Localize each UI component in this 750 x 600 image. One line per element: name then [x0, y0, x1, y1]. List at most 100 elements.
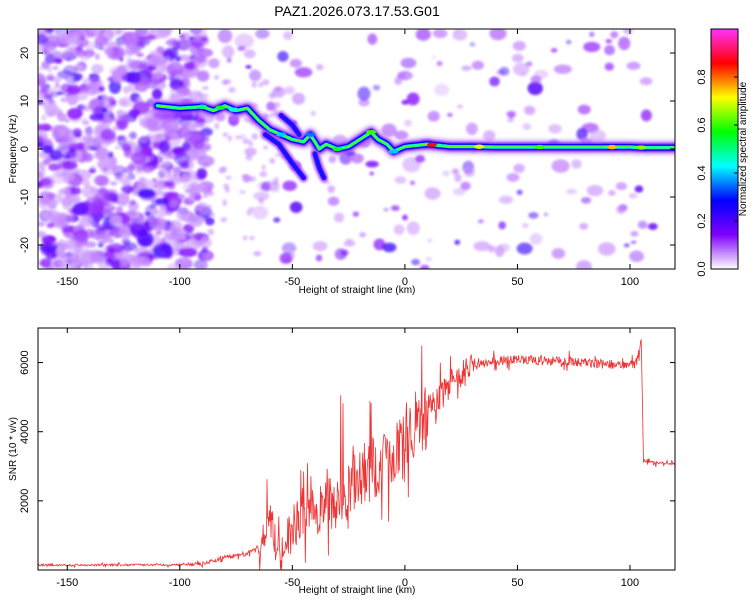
noise-blob [431, 55, 437, 59]
noise-blob [119, 98, 129, 107]
noise-blob [82, 78, 92, 87]
noise-blob [188, 215, 204, 228]
ridge-hotspot [426, 142, 437, 147]
noise-blob [427, 110, 440, 122]
noise-blob [275, 153, 282, 157]
noise-blob [262, 79, 270, 86]
noise-blob [259, 171, 268, 178]
noise-blob [220, 217, 227, 223]
noise-blob [237, 45, 246, 51]
noise-blob [316, 63, 324, 71]
noise-blob [550, 47, 558, 53]
noise-blob [221, 79, 229, 86]
noise-blob [228, 87, 236, 93]
noise-blob [57, 70, 74, 79]
noise-blob [350, 153, 364, 164]
noise-blob [271, 188, 280, 193]
noise-blob [272, 106, 278, 113]
noise-blob [469, 42, 476, 47]
noise-blob [91, 63, 104, 74]
noise-blob [74, 229, 89, 243]
noise-blob [175, 230, 189, 241]
spectrogram-x-label: Height of straight line (km) [299, 285, 416, 296]
noise-blob [196, 168, 208, 180]
noise-blob [352, 211, 360, 217]
noise-blob [251, 205, 269, 220]
noise-blob [128, 109, 141, 118]
noise-blob [489, 29, 507, 41]
noise-blob [597, 242, 616, 256]
noise-blob [180, 129, 191, 141]
noise-blob [38, 123, 43, 132]
noise-blob [178, 193, 186, 200]
noise-blob [136, 52, 144, 57]
snr-x-tick-label: -100 [169, 577, 191, 589]
noise-blob [406, 221, 420, 235]
spectrogram-y-ticks: -20 -10 0 10 20 [19, 47, 675, 253]
snr-x-tick-label: 100 [621, 577, 639, 589]
noise-blob [96, 231, 112, 244]
noise-blob [140, 237, 152, 246]
noise-blob [55, 82, 60, 88]
ridge-hotspot [332, 146, 343, 152]
noise-blob [277, 51, 289, 62]
noise-blob [38, 33, 49, 45]
snr-frame [37, 327, 676, 571]
noise-blob [138, 176, 146, 182]
spectrogram-noise-blobs [38, 29, 658, 269]
noise-blob [223, 183, 230, 190]
noise-blob [116, 29, 127, 34]
noise-blob [405, 73, 413, 79]
noise-blob [50, 171, 68, 184]
noise-blob [436, 60, 443, 67]
noise-blob [95, 149, 108, 161]
ridge-hotspot [366, 130, 377, 135]
noise-blob [406, 92, 420, 106]
noise-blob [82, 135, 95, 145]
noise-blob [630, 240, 637, 244]
noise-blob [452, 187, 466, 196]
noise-blob [258, 197, 265, 204]
noise-blob [92, 139, 103, 149]
noise-blob [137, 188, 156, 199]
noise-blob [158, 139, 171, 153]
noise-blob [248, 207, 254, 212]
colorbar-ticks: 0.0 0.2 0.4 0.6 0.8 [696, 69, 738, 277]
noise-blob [201, 93, 209, 98]
colorbar-tick-label: 0.2 [696, 213, 708, 228]
noise-blob [427, 238, 433, 243]
noise-blob [420, 264, 430, 269]
noise-blob [159, 204, 167, 211]
noise-blob [543, 212, 549, 217]
noise-blob [242, 138, 250, 144]
noise-blob [129, 199, 137, 206]
noise-blob [96, 199, 109, 208]
snr-x-tick-label: -50 [284, 577, 300, 589]
noise-blob [225, 176, 232, 180]
noise-blob [64, 239, 77, 250]
noise-blob [576, 127, 588, 141]
noise-blob [451, 168, 460, 175]
noise-blob [193, 62, 200, 68]
noise-blob [615, 205, 626, 215]
noise-blob [80, 85, 89, 92]
noise-blob [103, 112, 111, 117]
noise-blob [565, 188, 577, 195]
noise-blob [248, 140, 253, 147]
noise-blob [522, 223, 529, 228]
noise-blob [253, 191, 270, 201]
noise-blob [134, 81, 149, 92]
noise-blob [357, 86, 371, 101]
noise-blob [471, 60, 485, 70]
noise-blob [359, 232, 367, 238]
noise-blob [125, 48, 139, 55]
noise-blob [80, 117, 89, 125]
noise-blob [152, 207, 159, 214]
noise-blob [151, 88, 163, 101]
noise-blob [522, 123, 532, 131]
noise-blob [122, 31, 139, 48]
noise-blob [284, 86, 295, 95]
noise-blob [160, 191, 167, 197]
noise-blob [106, 243, 125, 254]
noise-blob [411, 258, 421, 266]
